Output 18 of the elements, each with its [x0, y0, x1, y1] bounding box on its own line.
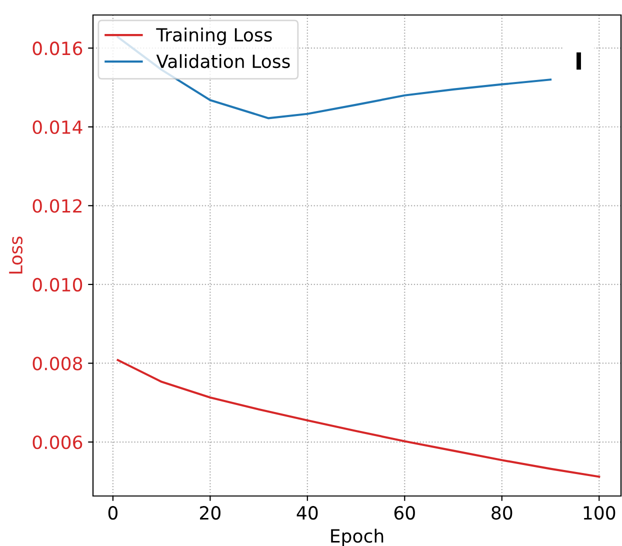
y-tick-label: 0.008	[32, 356, 82, 370]
y-tick-label: 0.012	[32, 199, 82, 213]
x-tick-label: 0	[108, 506, 118, 520]
x-tick-label: 60	[394, 506, 415, 520]
y-tick-label: 0.006	[32, 435, 82, 450]
x-tick-label: 80	[492, 506, 512, 520]
y-axis-title: Loss	[9, 236, 23, 274]
x-axis-title: Epoch	[331, 528, 384, 546]
legend-label: Validation Loss	[156, 54, 290, 68]
x-tick-label: 20	[200, 506, 220, 520]
y-tick-label: 0.016	[32, 42, 82, 56]
x-tick-label: 100	[584, 506, 616, 520]
y-tick-label: 0.014	[32, 120, 82, 134]
x-tick-label: 40	[296, 506, 318, 520]
y-tick-label: 0.010	[32, 278, 82, 292]
line-series	[116, 359, 600, 478]
legend-label: Training Loss	[156, 28, 272, 46]
annotation: I	[576, 52, 581, 70]
